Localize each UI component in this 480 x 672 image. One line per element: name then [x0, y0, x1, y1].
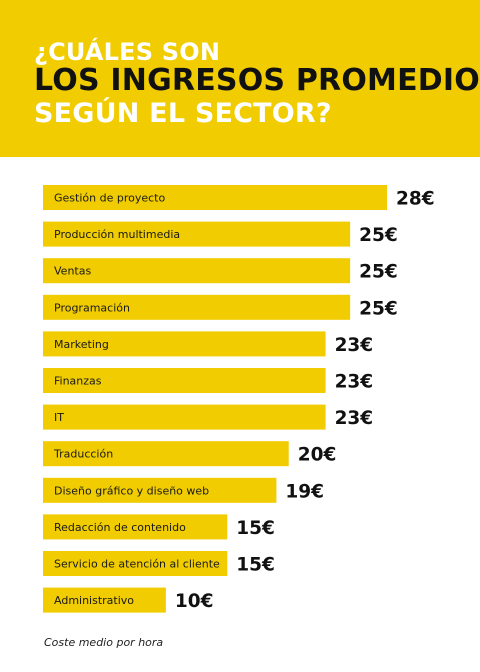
- header-banner: ¿CUÁLES SON LOS INGRESOS PROMEDIO SEGÚN …: [0, 0, 480, 157]
- bar-0: [43, 185, 387, 210]
- footnote: Coste medio por hora: [44, 636, 164, 649]
- bar-label-10: Servicio de atención al cliente: [54, 558, 220, 571]
- bar-11: [43, 587, 166, 613]
- bar-value-2: 25€: [359, 262, 398, 283]
- bar-label-5: Finanzas: [54, 375, 102, 388]
- bar-value-1: 25€: [359, 225, 398, 246]
- bar-1: [43, 221, 351, 247]
- bar-value-8: 19€: [285, 481, 324, 502]
- bar-label-7: Traducción: [53, 448, 113, 461]
- bar-label-8: Diseño gráfico y diseño web: [54, 484, 209, 497]
- bar-value-4: 23€: [335, 335, 374, 356]
- bar-value-5: 23€: [335, 372, 374, 393]
- bar-value-3: 25€: [359, 298, 398, 319]
- bar-5: [43, 368, 326, 393]
- bar-value-10: 15€: [236, 555, 275, 576]
- bar-chart: Gestión de proyecto 28€ Producción multime…: [43, 185, 435, 613]
- bar-7: [43, 441, 289, 467]
- bar-label-6: IT: [54, 411, 64, 424]
- bar-9: [43, 514, 228, 540]
- bar-label-0: Gestión de proyecto: [54, 192, 165, 205]
- bar-label-2: Ventas: [54, 265, 91, 278]
- bar-value-6: 23€: [335, 408, 374, 429]
- bar-label-4: Marketing: [54, 338, 109, 351]
- bar-label-11: Administrativo: [54, 594, 134, 607]
- bar-label-9: Redacción de contenido: [54, 521, 186, 534]
- bar-label-1: Producción multimedia: [54, 228, 180, 241]
- bar-value-9: 15€: [236, 518, 275, 539]
- title-line-1: ¿CUÁLES SON: [34, 38, 221, 66]
- bar-value-7: 20€: [298, 445, 337, 466]
- bar-label-3: Programación: [54, 301, 130, 314]
- bar-value-0: 28€: [396, 189, 435, 210]
- title-line-2: LOS INGRESOS PROMEDIO: [34, 63, 480, 98]
- title-line-3: SEGÚN EL SECTOR?: [34, 98, 332, 129]
- bar-6: [43, 404, 326, 430]
- bar-4: [43, 331, 326, 357]
- bar-3: [43, 294, 351, 320]
- bar-8: [43, 477, 277, 503]
- bar-value-11: 10€: [175, 591, 214, 612]
- bar-2: [43, 258, 351, 284]
- bar-10: [43, 551, 228, 576]
